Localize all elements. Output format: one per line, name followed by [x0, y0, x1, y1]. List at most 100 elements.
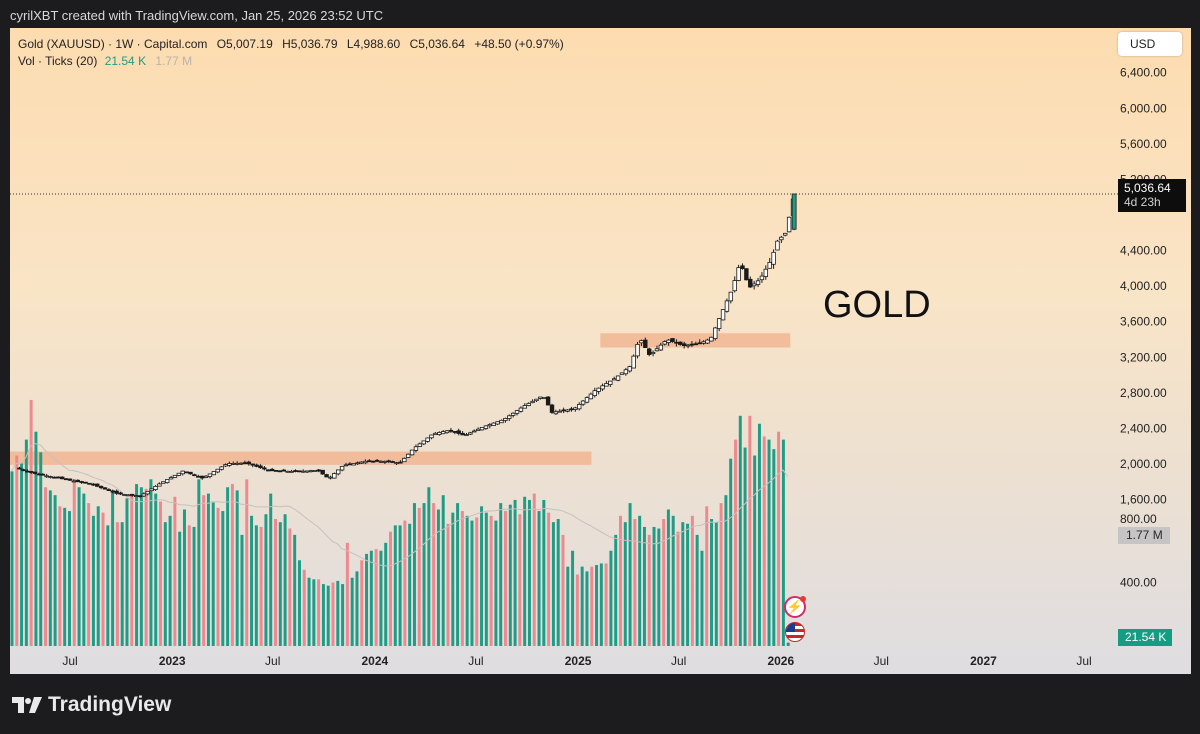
- time-tick-label: 2027: [970, 654, 997, 668]
- candle: [110, 490, 115, 493]
- volume-bar: [182, 509, 186, 646]
- candle: [623, 369, 629, 375]
- candle: [666, 339, 671, 343]
- time-tick-label: 2024: [362, 654, 389, 668]
- candle: [254, 464, 259, 467]
- volume-bar: [748, 415, 752, 646]
- volume-bar: [734, 439, 737, 646]
- candle: [545, 396, 551, 406]
- candle: [328, 476, 333, 479]
- volume-bar: [475, 517, 479, 646]
- volume-bar: [58, 506, 62, 646]
- candle: [417, 443, 423, 447]
- volume-bar: [326, 585, 330, 646]
- candle: [339, 465, 345, 471]
- legend-open: O5,007.19: [216, 37, 273, 51]
- volume-bar: [480, 506, 484, 646]
- volume-bar: [159, 501, 163, 646]
- candle: [227, 463, 232, 466]
- volume-bar: [690, 515, 694, 646]
- volume-bar: [499, 503, 503, 646]
- volume-bar: [456, 503, 460, 646]
- volume-bar: [542, 499, 546, 646]
- volume-bar: [336, 580, 340, 646]
- candle: [600, 385, 605, 390]
- candle: [157, 483, 162, 487]
- volume-bar: [48, 490, 52, 646]
- candle: [36, 473, 42, 476]
- candle: [783, 232, 788, 236]
- candle: [60, 476, 65, 480]
- volume-bar: [595, 565, 599, 646]
- chart-area[interactable]: 400.00 800.00 1,600.00 2,000.00 2,400.00 2,80…: [10, 28, 1191, 674]
- volume-bar: [245, 479, 249, 646]
- volume-bar: [686, 523, 690, 646]
- chart-svg[interactable]: 400.00 800.00 1,600.00 2,000.00 2,400.00 2,80…: [10, 28, 1191, 674]
- candle: [409, 449, 415, 456]
- volume-bar: [628, 503, 632, 646]
- candle: [681, 343, 687, 347]
- volume-bar: [53, 495, 57, 646]
- currency-button[interactable]: USD: [1118, 32, 1182, 56]
- candle: [137, 495, 143, 498]
- candle: [732, 280, 737, 292]
- volume-bar: [389, 531, 392, 646]
- price-tick-label: 3,600.00: [1120, 315, 1167, 329]
- volume-bar: [561, 534, 565, 646]
- legend-vol-label[interactable]: Vol · Ticks (20): [18, 54, 98, 68]
- candle: [713, 327, 718, 339]
- volume-bar: [719, 503, 723, 646]
- price-tick-label: 400.00: [1120, 576, 1157, 590]
- volume-bar: [379, 550, 383, 646]
- candle: [25, 470, 30, 473]
- gold-annotation: GOLD: [823, 284, 931, 326]
- candle: [491, 422, 496, 426]
- volume-bar: [417, 507, 421, 646]
- volume-bar: [221, 511, 225, 646]
- volume-bar: [20, 463, 24, 646]
- candle: [75, 479, 80, 483]
- volume-bar: [173, 496, 177, 646]
- volume-bar: [441, 495, 445, 646]
- candle: [639, 340, 644, 344]
- candle: [91, 483, 96, 486]
- candle: [269, 468, 275, 472]
- candle: [215, 468, 220, 473]
- candle: [744, 268, 749, 281]
- volume-bar: [738, 415, 742, 646]
- volume-bar: [700, 550, 704, 646]
- candle: [301, 470, 306, 473]
- volume-bar: [192, 526, 196, 646]
- candle: [646, 348, 652, 355]
- volume-bar: [202, 495, 206, 646]
- volume-bar: [619, 515, 622, 646]
- volume-bar: [264, 514, 268, 646]
- candle: [238, 462, 244, 465]
- volume-bar: [393, 525, 397, 646]
- candle: [429, 434, 434, 439]
- candle: [114, 490, 119, 494]
- volume-bar: [743, 447, 747, 646]
- price-tick-label: 800.00: [1120, 512, 1157, 526]
- candle: [17, 467, 22, 470]
- volume-bar: [777, 431, 781, 646]
- candle: [627, 366, 632, 372]
- volume-bar: [120, 522, 124, 646]
- volume-bar: [724, 495, 728, 646]
- candle: [308, 470, 314, 473]
- volume-bar: [154, 493, 158, 646]
- volume-bar: [527, 499, 531, 646]
- candle: [495, 421, 500, 425]
- event-flash-icon[interactable]: ⚡: [784, 596, 806, 618]
- us-flag-icon[interactable]: [785, 622, 805, 642]
- legend-symbol[interactable]: Gold (XAUUSD) · 1W · Capital.com: [18, 37, 208, 51]
- candle: [184, 471, 189, 474]
- legend-vol-value: 21.54 K: [104, 54, 147, 68]
- volume-bar: [537, 511, 541, 646]
- candle: [565, 409, 570, 412]
- candle: [538, 396, 543, 399]
- candle: [382, 460, 388, 463]
- candle: [716, 318, 722, 329]
- candle: [542, 397, 547, 400]
- candle: [518, 407, 524, 412]
